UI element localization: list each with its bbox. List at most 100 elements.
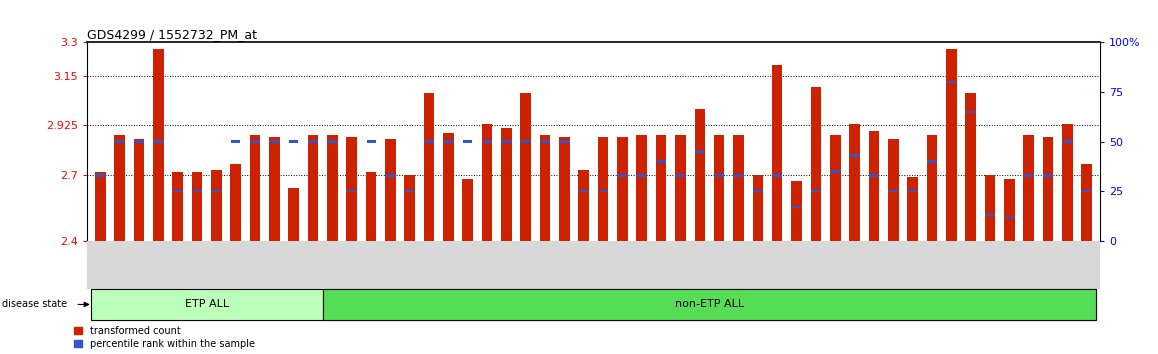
Bar [1005,216,1013,218]
Bar [617,137,628,241]
Bar [211,170,221,241]
Bar [1024,135,1034,241]
Bar [753,175,763,241]
Bar [501,140,511,143]
Bar [1024,174,1033,177]
Bar [888,190,897,193]
Text: ETP ALL: ETP ALL [184,299,229,309]
Bar [405,190,415,193]
Bar [908,190,917,193]
Bar [288,188,299,241]
Bar [560,140,569,143]
Bar [655,135,667,241]
Bar [174,190,182,193]
Bar [115,135,125,241]
Bar [501,129,512,241]
Bar [984,175,995,241]
Bar [850,154,859,157]
Bar [870,174,879,177]
Bar [520,93,532,241]
Bar [849,124,860,241]
Bar [946,49,957,241]
Bar [250,135,261,241]
Bar [290,140,299,143]
Bar [618,174,626,177]
Bar [463,140,472,143]
Bar [637,174,646,177]
Bar [425,140,433,143]
Bar [328,140,337,143]
Bar [153,49,163,241]
Bar [868,131,879,241]
Bar [1082,164,1092,241]
Bar [541,140,550,143]
Bar [521,140,530,143]
Bar [308,135,318,241]
Bar [367,140,375,143]
Bar [346,137,357,241]
Bar [308,140,317,143]
Bar [327,135,338,241]
Bar [424,93,434,241]
Bar [444,133,454,241]
Bar [598,137,608,241]
Bar [270,140,279,143]
Bar [985,213,995,216]
Bar [134,140,144,143]
Bar [1043,174,1053,177]
Bar [404,175,415,241]
Bar [579,190,588,193]
Bar [366,172,376,241]
Bar [791,181,801,241]
Bar [192,172,203,241]
Bar [675,135,686,241]
Bar [173,172,183,241]
Bar [599,190,608,193]
Bar [966,110,975,113]
Bar [772,174,782,177]
Bar [733,135,743,241]
Bar [482,124,492,241]
Bar [323,289,1097,320]
Bar [1063,140,1072,143]
Bar [212,190,221,193]
Bar [192,190,201,193]
Bar [830,135,841,241]
Bar [133,139,145,241]
Bar [1062,124,1072,241]
Bar [713,135,725,241]
Text: GDS4299 / 1552732_PM_at: GDS4299 / 1552732_PM_at [87,28,257,41]
Bar [888,139,899,241]
Bar [926,135,937,241]
Bar [230,164,241,241]
Bar [734,174,743,177]
Bar [386,139,396,241]
Bar [907,177,918,241]
Bar [928,160,937,163]
Bar [947,81,955,84]
Text: non-ETP ALL: non-ETP ALL [675,299,745,309]
Bar [232,140,240,143]
Bar [637,135,647,241]
Bar [95,172,105,241]
Bar [483,140,492,143]
Bar [657,160,666,163]
Bar [559,137,570,241]
Bar [695,150,704,153]
Bar [96,174,105,177]
Bar [444,140,453,143]
Bar [462,179,474,241]
Bar [811,86,821,241]
Bar [1004,179,1014,241]
Bar [812,190,820,193]
Bar [676,174,686,177]
Bar [695,109,705,241]
Bar [830,170,840,173]
Bar [754,190,762,193]
Bar [714,174,724,177]
Bar [1082,190,1091,193]
Bar [115,140,124,143]
Text: disease state: disease state [2,299,67,309]
Bar [579,170,589,241]
Bar [966,93,976,241]
